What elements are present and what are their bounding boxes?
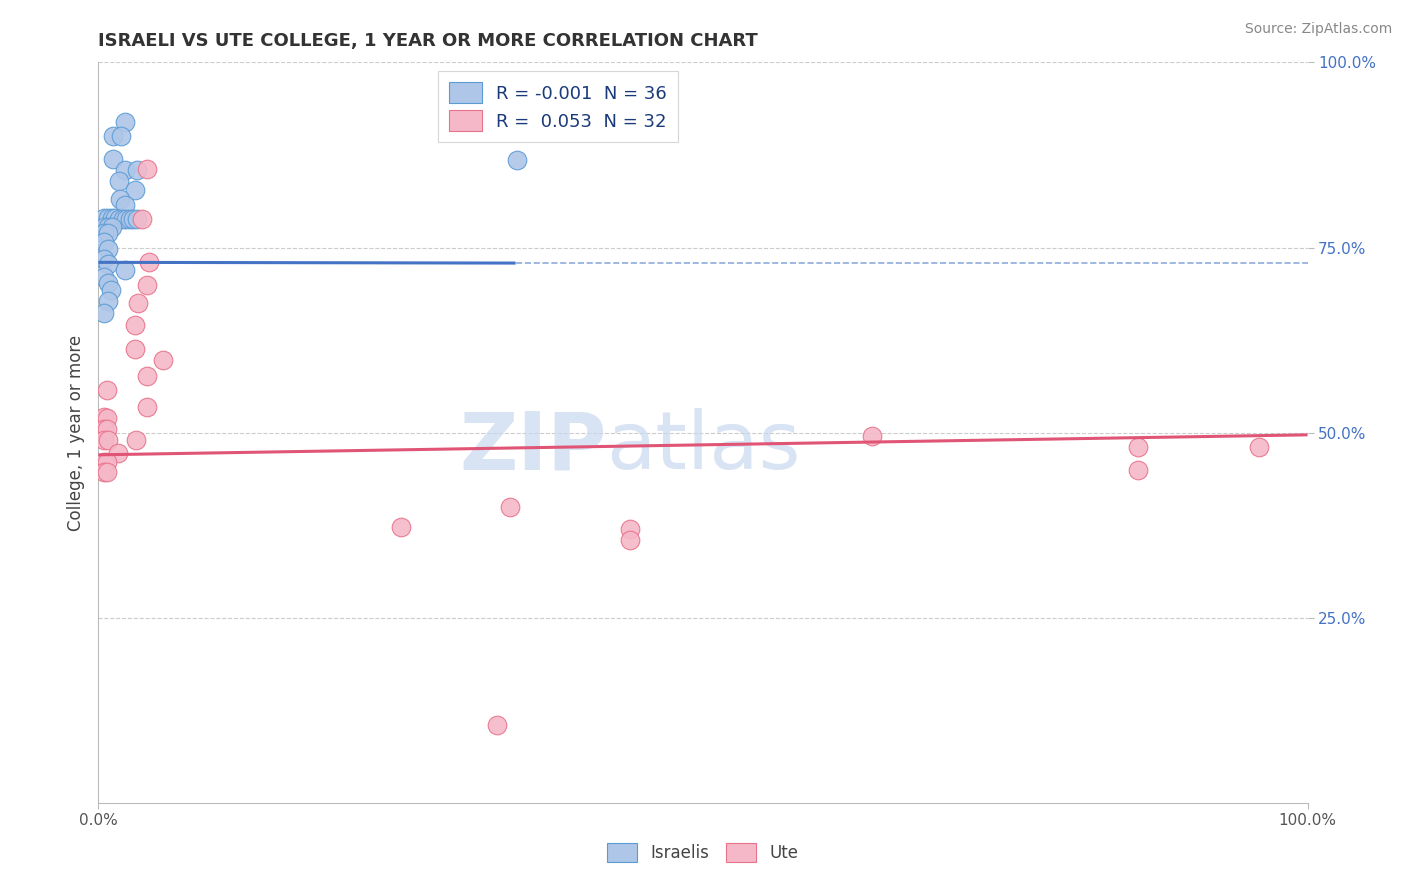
Point — [486, 718, 509, 732]
Point — [96, 384, 118, 398]
Point — [93, 211, 115, 225]
Point — [118, 211, 141, 226]
Point — [93, 422, 115, 436]
Point — [114, 162, 136, 177]
Point — [110, 129, 132, 144]
Point — [108, 211, 131, 226]
Legend: Israelis, Ute: Israelis, Ute — [600, 836, 806, 869]
Point — [108, 174, 131, 188]
Point — [114, 262, 136, 277]
Point — [96, 410, 118, 425]
Point — [104, 211, 127, 225]
Point — [114, 197, 136, 211]
Point — [97, 226, 120, 240]
Text: ZIP: ZIP — [458, 409, 606, 486]
Point — [93, 455, 115, 469]
Point — [122, 212, 145, 227]
Point — [97, 257, 120, 271]
Point — [135, 277, 157, 292]
Point — [498, 500, 520, 514]
Y-axis label: College, 1 year or more: College, 1 year or more — [66, 334, 84, 531]
Text: ISRAELI VS UTE COLLEGE, 1 YEAR OR MORE CORRELATION CHART: ISRAELI VS UTE COLLEGE, 1 YEAR OR MORE C… — [98, 32, 758, 50]
Point — [389, 519, 412, 533]
Point — [860, 428, 883, 442]
Point — [152, 353, 174, 368]
Point — [97, 219, 120, 234]
Point — [138, 255, 160, 269]
Point — [131, 212, 153, 227]
Point — [97, 433, 120, 447]
Point — [93, 270, 115, 285]
Point — [97, 242, 120, 256]
Point — [506, 153, 529, 168]
Point — [127, 212, 149, 227]
Point — [135, 400, 157, 414]
Point — [93, 252, 115, 266]
Point — [93, 410, 115, 425]
Point — [114, 114, 136, 128]
Point — [97, 211, 120, 225]
Point — [115, 211, 138, 226]
Point — [125, 433, 148, 447]
Point — [111, 211, 134, 226]
Point — [101, 152, 124, 166]
Point — [101, 129, 124, 144]
Point — [100, 211, 122, 225]
Point — [93, 226, 115, 240]
Point — [124, 342, 146, 356]
Point — [108, 193, 131, 207]
Point — [97, 293, 120, 308]
Point — [96, 422, 118, 436]
Point — [97, 276, 120, 290]
Point — [100, 284, 122, 298]
Point — [93, 433, 115, 447]
Point — [93, 465, 115, 479]
Point — [124, 318, 146, 333]
Point — [124, 183, 146, 197]
Point — [93, 306, 115, 320]
Point — [135, 162, 157, 177]
Point — [93, 235, 115, 249]
Point — [619, 522, 641, 536]
Point — [127, 296, 149, 310]
Point — [127, 162, 149, 177]
Point — [619, 533, 641, 547]
Text: Source: ZipAtlas.com: Source: ZipAtlas.com — [1244, 22, 1392, 37]
Point — [100, 219, 122, 234]
Point — [135, 369, 157, 384]
Point — [1249, 441, 1271, 455]
Point — [93, 219, 115, 234]
Point — [1128, 462, 1150, 476]
Point — [107, 446, 129, 460]
Point — [96, 465, 118, 479]
Point — [96, 455, 118, 469]
Point — [1128, 441, 1150, 455]
Text: atlas: atlas — [606, 409, 800, 486]
